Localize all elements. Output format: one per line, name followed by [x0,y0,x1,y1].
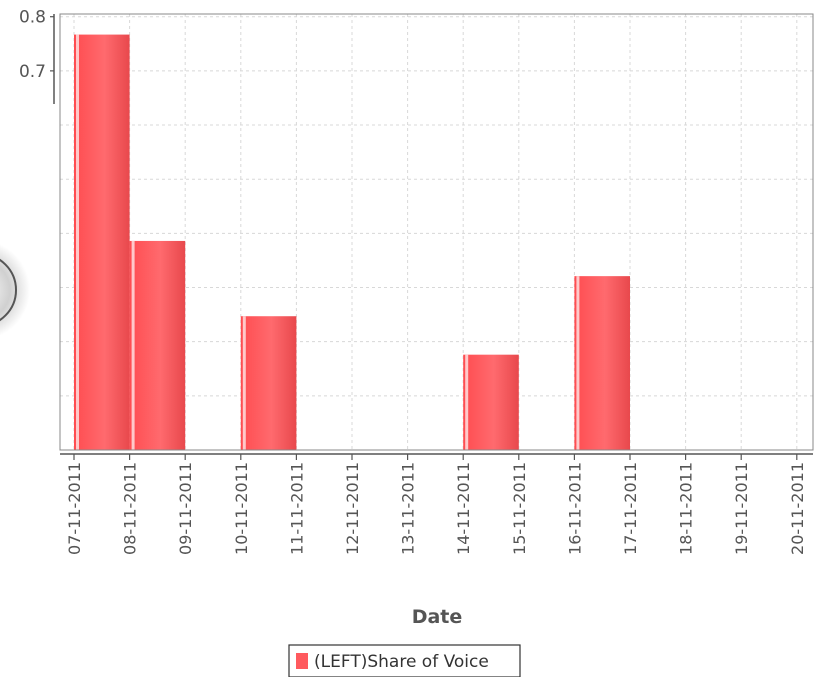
y-tick-label: 0.8 [19,8,46,28]
x-tick-label: 20-11-2011 [788,462,807,555]
bars [74,34,630,451]
x-tick-label: 10-11-2011 [232,462,251,555]
legend-box [288,644,521,677]
plot-border [59,13,814,451]
bar [574,276,630,450]
x-tick-label: 17-11-2011 [621,462,640,555]
x-tick-label: 16-11-2011 [565,462,584,555]
x-tick-label: 12-11-2011 [343,462,362,555]
x-tick-label: 18-11-2011 [677,462,696,555]
bar [240,316,297,450]
legend: (LEFT)Share of Voice [288,644,521,677]
decorative-ring-icon [0,244,30,336]
bar [74,34,130,451]
x-tick-label: 08-11-2011 [121,462,140,555]
y-tick-label: 0.7 [19,62,46,82]
x-tick-label: 19-11-2011 [732,462,751,555]
x-tick-label: 09-11-2011 [176,462,195,555]
bar [129,240,186,450]
legend-label: (LEFT)Share of Voice [314,652,489,672]
x-tick-label: 11-11-2011 [287,462,306,555]
x-tick-label: 07-11-2011 [65,462,84,555]
x-axis-ticks: 07-11-2011 08-11-2011 09-11-2011 10-11-2011… [65,454,807,555]
y-axis-ticks: 0.7 0.8 [19,8,54,82]
legend-swatch [296,653,308,669]
x-tick-label: 14-11-2011 [454,462,473,555]
x-axis-title: Date [412,606,463,628]
x-tick-label: 13-11-2011 [399,462,418,555]
x-tick-label: 15-11-2011 [510,462,529,555]
bar [463,354,519,450]
